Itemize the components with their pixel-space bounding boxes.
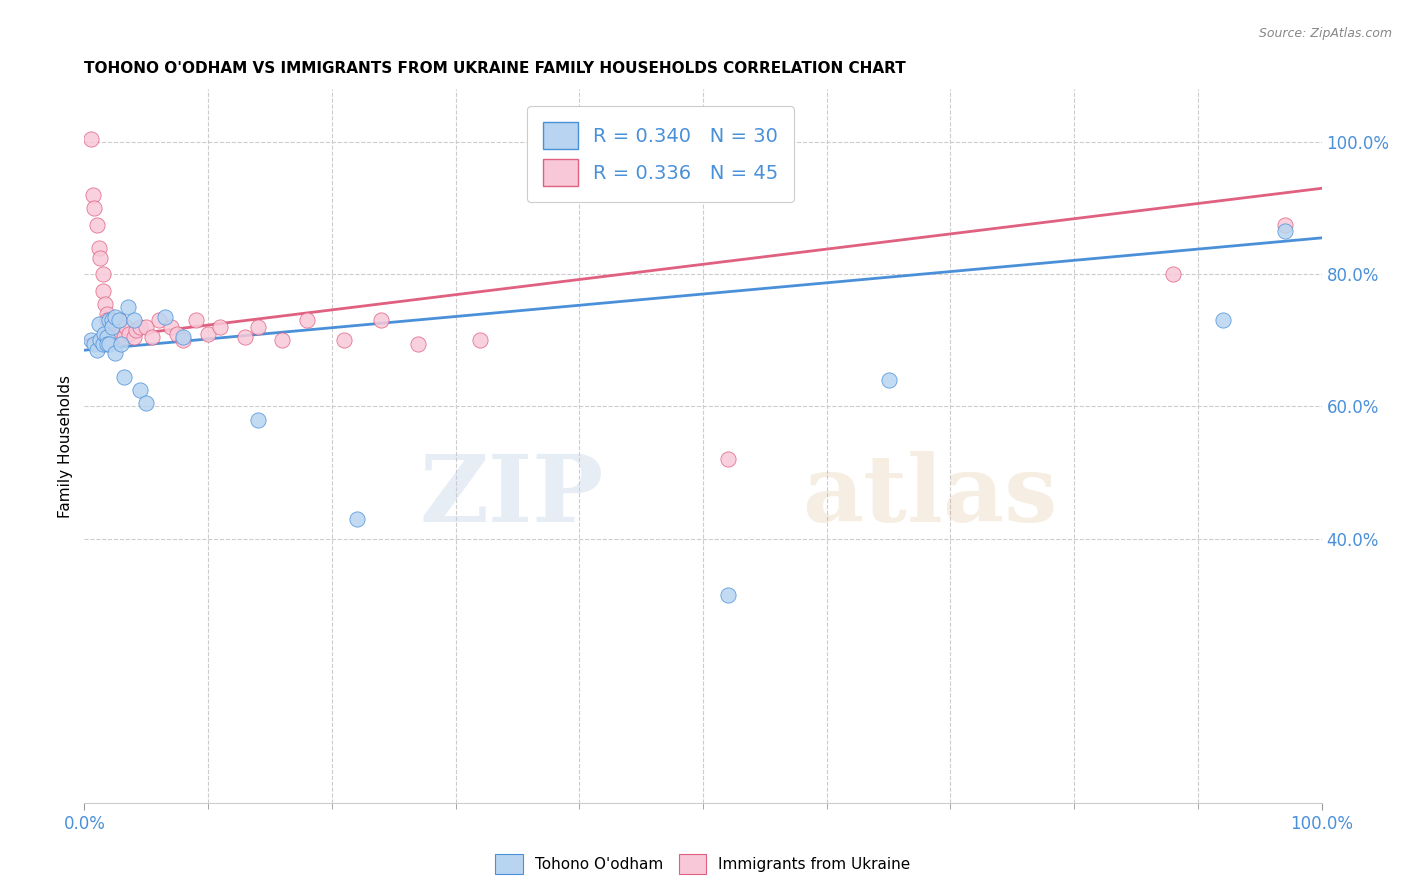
Point — [100, 320, 122, 334]
Point — [125, 323, 148, 337]
Text: Source: ZipAtlas.com: Source: ZipAtlas.com — [1258, 27, 1392, 40]
Point — [209, 320, 232, 334]
Point — [135, 396, 157, 410]
Point — [89, 241, 111, 255]
Point — [197, 326, 219, 341]
Y-axis label: Family Households: Family Households — [58, 375, 73, 517]
Point — [104, 320, 127, 334]
Point — [246, 412, 269, 426]
Point — [89, 251, 111, 265]
Text: TOHONO O'ODHAM VS IMMIGRANTS FROM UKRAINE FAMILY HOUSEHOLDS CORRELATION CHART: TOHONO O'ODHAM VS IMMIGRANTS FROM UKRAIN… — [84, 61, 905, 76]
Point — [172, 330, 194, 344]
Point — [96, 307, 118, 321]
Point — [83, 336, 105, 351]
Point — [86, 343, 108, 358]
Point — [94, 297, 117, 311]
Point — [82, 188, 104, 202]
Point — [129, 320, 152, 334]
Point — [100, 323, 122, 337]
Point — [141, 330, 163, 344]
Point — [166, 326, 188, 341]
Point — [271, 333, 294, 347]
Point — [91, 336, 114, 351]
Point — [79, 333, 101, 347]
Point — [104, 346, 127, 360]
Point — [93, 326, 115, 341]
Point — [98, 336, 121, 351]
Point — [100, 313, 122, 327]
Point — [100, 313, 122, 327]
Point — [118, 326, 141, 341]
Point — [98, 313, 121, 327]
Point — [717, 452, 740, 467]
Point — [86, 218, 108, 232]
Point — [470, 333, 492, 347]
Point — [104, 330, 127, 344]
Point — [83, 201, 105, 215]
Point — [246, 320, 269, 334]
Point — [96, 313, 118, 327]
Point — [184, 313, 207, 327]
Point — [129, 383, 152, 397]
Point — [333, 333, 356, 347]
Point — [346, 511, 368, 525]
Point — [172, 333, 194, 347]
Point — [295, 313, 318, 327]
Point — [117, 300, 139, 314]
Point — [112, 330, 135, 344]
Point — [877, 373, 900, 387]
Text: atlas: atlas — [801, 451, 1057, 541]
Point — [98, 320, 121, 334]
Point — [1161, 267, 1184, 281]
Legend: R = 0.340   N = 30, R = 0.336   N = 45: R = 0.340 N = 30, R = 0.336 N = 45 — [527, 106, 794, 202]
Point — [91, 267, 114, 281]
Point — [96, 330, 118, 344]
Point — [108, 313, 131, 327]
Point — [717, 588, 740, 602]
Point — [110, 336, 132, 351]
Point — [233, 330, 256, 344]
Point — [122, 330, 145, 344]
Point — [89, 317, 111, 331]
Point — [89, 333, 111, 347]
Legend: Tohono O'odham, Immigrants from Ukraine: Tohono O'odham, Immigrants from Ukraine — [489, 848, 917, 880]
Point — [1212, 313, 1234, 327]
Point — [1274, 224, 1296, 238]
Point — [122, 313, 145, 327]
Point — [153, 310, 176, 325]
Point — [370, 313, 392, 327]
Point — [98, 330, 121, 344]
Point — [135, 320, 157, 334]
Point — [408, 336, 430, 351]
Point — [148, 313, 170, 327]
Point — [91, 284, 114, 298]
Text: ZIP: ZIP — [420, 451, 605, 541]
Point — [79, 132, 101, 146]
Point — [115, 320, 138, 334]
Point — [108, 313, 131, 327]
Point — [104, 310, 127, 325]
Point — [112, 369, 135, 384]
Point — [160, 320, 183, 334]
Point — [110, 326, 132, 341]
Point — [1274, 218, 1296, 232]
Point — [96, 336, 118, 351]
